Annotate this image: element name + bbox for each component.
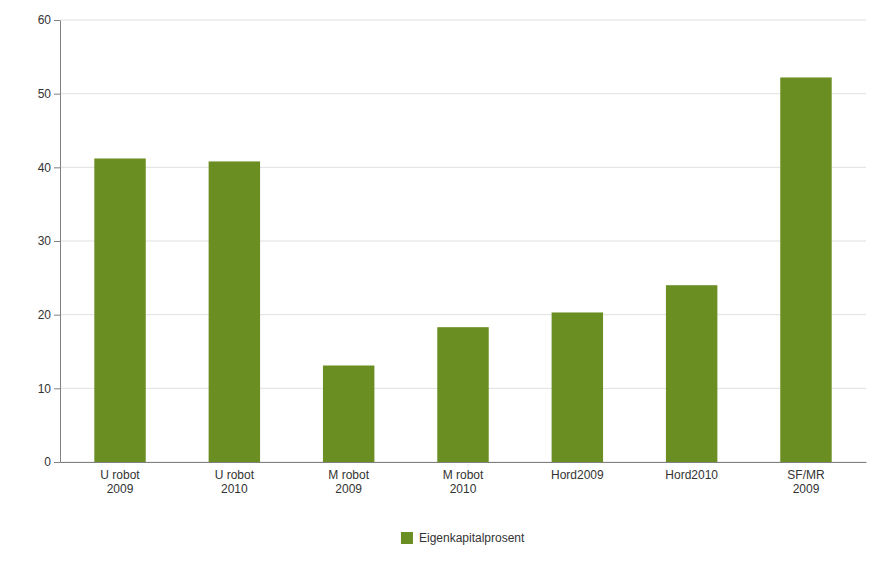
- bar: [552, 312, 603, 462]
- tick-label-line: 2009: [107, 482, 134, 496]
- tick-label-line: 2009: [335, 482, 362, 496]
- grid-line: [60, 314, 866, 315]
- tick-label-line: Hord2009: [551, 468, 604, 482]
- chart: 0102030405060U robot2009U robot2010M rob…: [0, 0, 891, 572]
- tick: SF/MR2009: [787, 462, 825, 496]
- tick: M robot2010: [443, 462, 484, 496]
- tick-label: Hord2009: [551, 468, 604, 482]
- tick-label: 10: [38, 382, 52, 396]
- tick-label-line: U robot: [100, 468, 140, 482]
- legend-item: Eigenkapitalprosent: [401, 531, 525, 545]
- grid-line: [60, 167, 866, 168]
- tick: 40: [38, 161, 60, 175]
- legend-swatch: [401, 532, 413, 544]
- bar: [209, 161, 260, 462]
- plot: 0102030405060U robot2009U robot2010M rob…: [38, 13, 867, 496]
- bar: [323, 365, 374, 462]
- tick-mark: [54, 20, 60, 21]
- tick-label: 40: [38, 161, 52, 175]
- tick: 30: [38, 234, 60, 248]
- grid-line: [60, 241, 866, 242]
- tick-label: U robot2010: [215, 468, 255, 496]
- tick-mark: [54, 94, 60, 95]
- legend: Eigenkapitalprosent: [401, 531, 525, 545]
- tick-label: M robot2010: [443, 468, 484, 496]
- tick-mark: [54, 388, 60, 389]
- tick-label-line: 2009: [793, 482, 820, 496]
- tick-mark: [54, 315, 60, 316]
- tick-label-line: U robot: [215, 468, 255, 482]
- tick-label: 20: [38, 308, 52, 322]
- tick: Hord2010: [665, 462, 718, 482]
- tick-label: Hord2010: [665, 468, 718, 482]
- tick: Hord2009: [551, 462, 604, 482]
- tick-mark: [54, 167, 60, 168]
- bars: [94, 77, 831, 462]
- tick-label-line: SF/MR: [787, 468, 825, 482]
- axis-line: [60, 21, 61, 463]
- grid-line: [60, 93, 866, 94]
- tick: 20: [38, 308, 60, 322]
- x-axis: U robot2009U robot2010M robot2009M robot…: [61, 462, 867, 496]
- tick: 10: [38, 382, 60, 396]
- bar: [780, 77, 831, 462]
- tick-label: 60: [38, 13, 52, 27]
- tick: U robot2009: [100, 462, 140, 496]
- y-axis: 0 10 20 30 40 50 60: [38, 13, 61, 469]
- tick-label: 50: [38, 87, 52, 101]
- tick: U robot2010: [215, 462, 255, 496]
- grid: [60, 20, 866, 462]
- bar: [94, 158, 145, 462]
- tick-label-line: 2010: [221, 482, 248, 496]
- tick-label: 30: [38, 234, 52, 248]
- tick: 0: [44, 455, 60, 469]
- tick-label-line: M robot: [443, 468, 484, 482]
- tick-label: U robot2009: [100, 468, 140, 496]
- tick-label: SF/MR2009: [787, 468, 825, 496]
- bar: [666, 285, 717, 462]
- tick: 60: [38, 13, 60, 27]
- legend-label: Eigenkapitalprosent: [419, 531, 525, 545]
- tick: M robot2009: [328, 462, 369, 496]
- tick-mark: [54, 462, 60, 463]
- tick-label: 0: [44, 455, 51, 469]
- grid-line: [60, 20, 866, 21]
- tick-label: M robot2009: [328, 468, 369, 496]
- tick: 50: [38, 87, 60, 101]
- tick-label-line: M robot: [328, 468, 369, 482]
- tick-label-line: Hord2010: [665, 468, 718, 482]
- tick-label-line: 2010: [450, 482, 477, 496]
- axis-line: [61, 462, 867, 463]
- tick-mark: [54, 241, 60, 242]
- bar: [437, 327, 488, 462]
